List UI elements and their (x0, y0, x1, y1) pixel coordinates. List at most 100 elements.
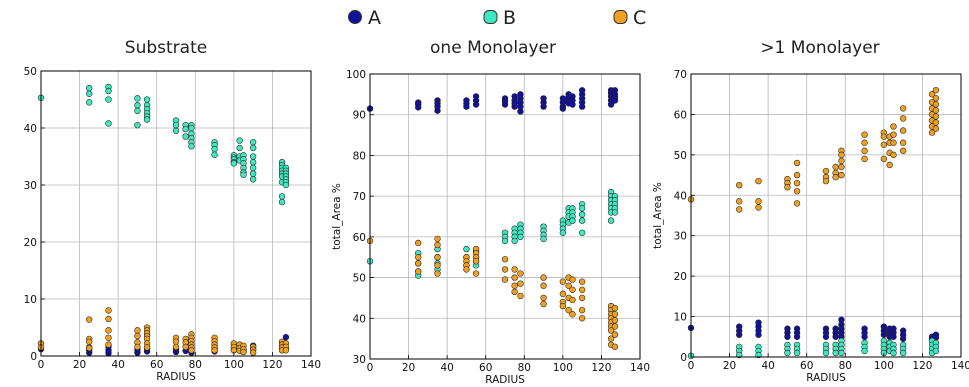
x-tick-label: 40 (111, 359, 124, 371)
point-c (578, 294, 586, 302)
point-b (172, 121, 180, 129)
point-b (861, 347, 868, 355)
point-c (105, 334, 112, 341)
point-b (463, 245, 470, 253)
point-a (540, 103, 547, 110)
point-b (511, 237, 518, 245)
y-tick-label: 50 (353, 273, 366, 285)
legend-label-a: A (368, 7, 381, 29)
x-tick-label: 60 (800, 360, 813, 372)
y-tick-label: 50 (674, 150, 687, 162)
point-c (501, 266, 509, 273)
point-c (932, 125, 940, 132)
point-c (501, 256, 509, 263)
y-tick-label: 90 (353, 110, 366, 122)
legend-marker-b (483, 10, 498, 24)
point-c (415, 239, 422, 247)
point-a (511, 103, 518, 110)
y-tick-label: 10 (24, 294, 37, 306)
panel-substrate: Substrate 0 20 40 60 80 100 120 140 0 10 20 30 40 50 RA… (24, 38, 321, 383)
point-c (86, 338, 93, 345)
y-tick-label: 40 (353, 313, 366, 325)
point-c (932, 101, 940, 108)
x-tick-label: 100 (224, 359, 244, 371)
point-c (434, 270, 441, 277)
point-b (517, 233, 524, 241)
point-a (559, 105, 567, 112)
point-c (890, 151, 897, 159)
point-b (736, 351, 743, 359)
point-c (838, 151, 845, 159)
legend-entry-c: C (613, 7, 646, 29)
point-c (565, 282, 572, 289)
point-c (540, 274, 547, 281)
plot-frame (690, 73, 962, 358)
point-b (134, 107, 141, 115)
point-c (822, 167, 830, 175)
point-b (188, 143, 195, 150)
x-tick-label: 0 (367, 362, 374, 374)
x-tick-label: 80 (189, 359, 202, 371)
point-c (105, 341, 112, 348)
x-tick-label: 40 (440, 362, 453, 374)
point-c (559, 278, 567, 285)
point-c (932, 86, 940, 94)
point-c (540, 294, 547, 302)
y-tick-label: 20 (24, 237, 37, 249)
point-c (540, 282, 547, 289)
point-b (249, 139, 257, 146)
x-tick-label: 20 (73, 359, 86, 371)
y-tick-label: 0 (680, 352, 687, 364)
point-b (249, 170, 257, 177)
legend-label-c: C (633, 7, 646, 29)
x-tick-label: 60 (150, 359, 163, 371)
x-tick-label: 140 (951, 360, 969, 372)
point-c (793, 171, 801, 179)
point-c (463, 266, 470, 273)
point-c (172, 343, 180, 351)
point-a (607, 101, 615, 108)
x-axis-label: RADIUS (485, 374, 525, 386)
point-c (517, 270, 524, 277)
point-a (755, 331, 762, 338)
legend-label-b: B (503, 7, 516, 29)
x-tick-label: 0 (38, 359, 45, 371)
point-b (578, 211, 586, 218)
point-b (932, 347, 940, 355)
point-b (578, 229, 586, 236)
point-b (755, 351, 762, 359)
legend-marker-c (613, 10, 628, 24)
point-b (501, 237, 509, 245)
y-tick-label: 30 (353, 354, 366, 366)
plot-frame (369, 73, 641, 360)
point-c (822, 177, 830, 185)
point-c (578, 306, 586, 314)
point-c (932, 119, 940, 126)
point-c (472, 258, 480, 265)
point-c (211, 347, 218, 354)
point-a (434, 107, 441, 114)
point-b (249, 159, 257, 166)
y-tick-label: 10 (674, 312, 687, 324)
point-c (880, 155, 888, 163)
x-tick-label: 20 (402, 362, 415, 374)
point-a (890, 333, 897, 340)
point-c (611, 323, 619, 330)
point-b (569, 217, 576, 224)
point-b (86, 99, 93, 106)
point-b (278, 198, 286, 206)
point-c (565, 306, 572, 314)
point-c (105, 327, 112, 334)
point-c (890, 139, 897, 146)
point-b (899, 349, 907, 357)
point-c (105, 315, 112, 323)
point-c (838, 157, 845, 165)
point-c (434, 254, 441, 261)
point-c (793, 159, 801, 167)
point-c (793, 179, 801, 187)
point-c (434, 241, 441, 249)
point-b (578, 205, 586, 212)
legend: A B C (348, 7, 646, 29)
point-c (559, 290, 567, 298)
point-a (899, 335, 907, 342)
